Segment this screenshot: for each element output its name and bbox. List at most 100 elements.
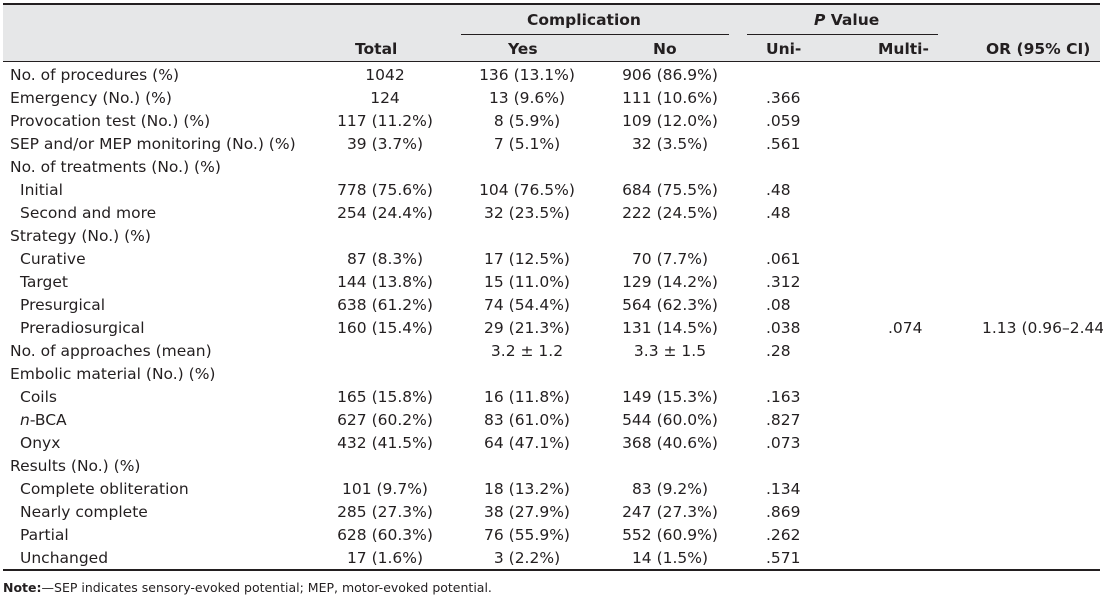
cell-yes: 3 (2.2%) <box>493 549 561 567</box>
row-label: Curative <box>20 248 86 271</box>
table-row: No. of procedures (%) 1042 136 (13.1%) 906 … <box>3 64 1100 87</box>
cell-no: 222 (24.5%) <box>622 204 718 222</box>
row-label-text: Emergency (No.) (%) <box>10 89 172 107</box>
cell-total: 627 (60.2%) <box>337 411 433 429</box>
table-header: Complication P Value Total Yes No Uni- M… <box>3 5 1100 61</box>
cell-uni: .48 <box>766 181 791 199</box>
row-label: Complete obliteration <box>20 478 189 501</box>
row-label: Strategy (No.) (%) <box>10 225 151 248</box>
cell-yes: 8 (5.9%) <box>493 112 561 130</box>
cell-uni: .073 <box>766 434 801 452</box>
header-uni: Uni- <box>766 40 802 58</box>
row-label-text: No. of procedures (%) <box>10 66 179 84</box>
row-label: No. of procedures (%) <box>10 64 179 87</box>
row-label-text: No. of treatments (No.) (%) <box>10 158 221 176</box>
table-row: Strategy (No.) (%) <box>3 225 1100 248</box>
table-row: Presurgical 638 (61.2%) 74 (54.4%) 564 (62.… <box>3 294 1100 317</box>
table-row: Provocation test (No.) (%) 117 (11.2%) 8 (… <box>3 110 1100 133</box>
table-row: Nearly complete 285 (27.3%) 38 (27.9%) 247 … <box>3 501 1100 524</box>
cell-total: 165 (15.8%) <box>337 388 433 406</box>
cell-yes: 29 (21.3%) <box>484 319 570 337</box>
cell-no: 564 (62.3%) <box>622 296 718 314</box>
row-label: Presurgical <box>20 294 105 317</box>
cell-uni: .061 <box>766 250 801 268</box>
cell-total: 117 (11.2%) <box>337 112 433 130</box>
cell-uni: .827 <box>766 411 801 429</box>
header-yes: Yes <box>508 40 538 58</box>
cell-no: 129 (14.2%) <box>622 273 718 291</box>
row-label-text: Embolic material (No.) (%) <box>10 365 216 383</box>
table-row: No. of treatments (No.) (%) <box>3 156 1100 179</box>
row-label: Emergency (No.) (%) <box>10 87 172 110</box>
cell-total: 628 (60.3%) <box>337 526 433 544</box>
header-complication: Complication <box>527 11 641 29</box>
row-label-italic: n <box>20 411 30 429</box>
row-label-text: No. of approaches (mean) <box>10 342 212 360</box>
table-row: Results (No.) (%) <box>3 455 1100 478</box>
complication-underline <box>461 34 729 35</box>
cell-total: 160 (15.4%) <box>337 319 433 337</box>
row-label-text: Preradiosurgical <box>20 319 145 337</box>
cell-no: 247 (27.3%) <box>622 503 718 521</box>
note-text: —SEP indicates sensory-evoked potential;… <box>41 580 492 595</box>
cell-no: 111 (10.6%) <box>622 89 718 107</box>
top-rule <box>3 3 1100 5</box>
row-label: Partial <box>20 524 69 547</box>
row-label-text: Strategy (No.) (%) <box>10 227 151 245</box>
row-label: n-BCA <box>20 409 67 432</box>
header-no: No <box>653 40 677 58</box>
cell-yes: 83 (61.0%) <box>484 411 570 429</box>
cell-yes: 17 (12.5%) <box>484 250 570 268</box>
cell-yes: 76 (55.9%) <box>484 526 570 544</box>
row-label-text: Partial <box>20 526 69 544</box>
row-label-text: Second and more <box>20 204 157 222</box>
cell-total: 1042 <box>365 66 405 84</box>
cell-uni: .134 <box>766 480 801 498</box>
row-label: No. of treatments (No.) (%) <box>10 156 221 179</box>
cell-no: 684 (75.5%) <box>622 181 718 199</box>
cell-no: 552 (60.9%) <box>622 526 718 544</box>
row-label: Initial <box>20 179 63 202</box>
row-label-text: -BCA <box>29 411 67 429</box>
table-row: Initial 778 (75.6%) 104 (76.5%) 684 (75.5%)… <box>3 179 1100 202</box>
cell-multi: .074 <box>888 319 923 337</box>
cell-uni: .163 <box>766 388 801 406</box>
row-label-text: Results (No.) (%) <box>10 457 141 475</box>
cell-yes: 3.2 ± 1.2 <box>490 342 564 360</box>
cell-total: 144 (13.8%) <box>337 273 433 291</box>
cell-no: 131 (14.5%) <box>622 319 718 337</box>
table-row: Preradiosurgical 160 (15.4%) 29 (21.3%) 131… <box>3 317 1103 340</box>
header-total: Total <box>355 40 398 58</box>
cell-yes: 74 (54.4%) <box>484 296 570 314</box>
cell-uni: .059 <box>766 112 801 130</box>
row-label: Target <box>20 271 68 294</box>
row-label-text: Curative <box>20 250 86 268</box>
row-label-text: Unchanged <box>20 549 109 567</box>
table-row: Emergency (No.) (%) 124 13 (9.6%) 111 (10.6… <box>3 87 1100 110</box>
cell-uni: .48 <box>766 204 791 222</box>
cell-no: 149 (15.3%) <box>622 388 718 406</box>
row-label-text: Complete obliteration <box>20 480 189 498</box>
row-label-text: Presurgical <box>20 296 106 314</box>
row-label: Coils <box>20 386 57 409</box>
cell-uni: .262 <box>766 526 801 544</box>
cell-uni: .869 <box>766 503 801 521</box>
cell-uni: .28 <box>766 342 791 360</box>
cell-total: 432 (41.5%) <box>337 434 433 452</box>
cell-no: 109 (12.0%) <box>622 112 718 130</box>
table-row: Second and more 254 (24.4%) 32 (23.5%) 222 … <box>3 202 1100 225</box>
cell-yes: 136 (13.1%) <box>479 66 575 84</box>
cell-yes: 64 (47.1%) <box>484 434 570 452</box>
cell-no: 3.3 ± 1.5 <box>633 342 707 360</box>
table-row: Complete obliteration 101 (9.7%) 18 (13.2%… <box>3 478 1100 501</box>
cell-no: 14 (1.5%) <box>631 549 709 567</box>
row-label: Preradiosurgical <box>20 317 145 340</box>
row-label: Onyx <box>20 432 60 455</box>
cell-uni: .561 <box>766 135 801 153</box>
cell-yes: 7 (5.1%) <box>493 135 561 153</box>
table-row: Partial 628 (60.3%) 76 (55.9%) 552 (60.9%).… <box>3 524 1100 547</box>
cell-or: 1.13 (0.96–2.44) <box>982 319 1103 337</box>
row-label-text: Target <box>20 273 68 291</box>
table-row: No. of approaches (mean) 3.2 ± 1.2 3.3 ± 1… <box>3 340 1100 363</box>
bottom-rule <box>3 569 1100 571</box>
